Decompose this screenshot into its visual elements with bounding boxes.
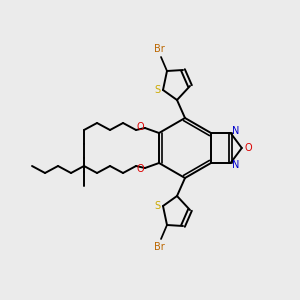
Text: N: N: [232, 160, 239, 170]
Text: O: O: [136, 122, 144, 132]
Text: S: S: [154, 201, 160, 211]
Text: Br: Br: [154, 242, 164, 252]
Text: Br: Br: [154, 44, 164, 54]
Text: S: S: [154, 85, 160, 95]
Text: N: N: [232, 126, 239, 136]
Text: O: O: [136, 164, 144, 174]
Text: O: O: [245, 143, 253, 153]
